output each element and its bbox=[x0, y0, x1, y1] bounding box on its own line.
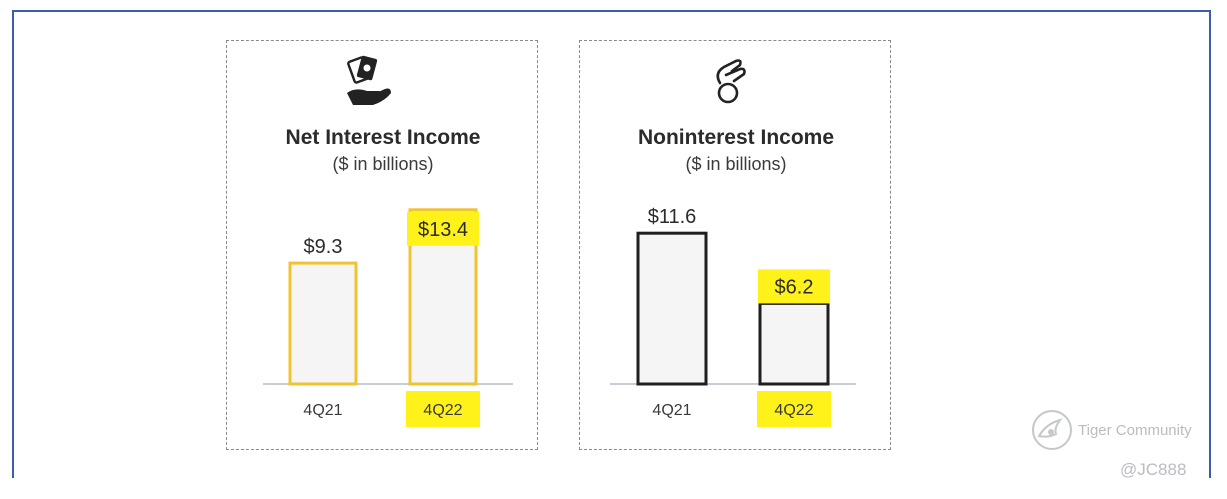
bar-4q21 bbox=[636, 231, 708, 386]
x-tick-label: 4Q21 bbox=[652, 402, 691, 419]
bar-4q21 bbox=[288, 261, 358, 386]
watermark-handle: @JC888 bbox=[1120, 460, 1187, 479]
chart-panel-noninterest-income: Noninterest Income ($ in billions) $11.6… bbox=[579, 40, 891, 450]
chart-subtitle: ($ in billions) bbox=[332, 154, 433, 174]
bars-group: $9.3 4Q21 $13.4 4Q22 bbox=[288, 208, 480, 427]
watermark-brand: Tiger Community bbox=[1078, 422, 1192, 439]
x-tick-label: 4Q22 bbox=[423, 402, 462, 419]
value-highlight bbox=[758, 269, 830, 304]
noninterest-income-chart: Noninterest Income ($ in billions) $11.6… bbox=[610, 59, 856, 427]
bar-4q22 bbox=[758, 301, 830, 386]
chart-title: Noninterest Income bbox=[638, 126, 834, 149]
value-label: $6.2 bbox=[775, 276, 814, 298]
chart-subtitle: ($ in billions) bbox=[685, 154, 786, 174]
net-interest-income-chart: Net Interest Income ($ in billions) $9.3… bbox=[263, 55, 513, 427]
x-tick-label: 4Q22 bbox=[774, 402, 813, 419]
hand-holding-coin-icon bbox=[716, 59, 746, 104]
tick-highlight bbox=[757, 391, 831, 427]
tiger-community-logo-icon bbox=[1032, 410, 1072, 450]
value-highlight bbox=[407, 211, 479, 246]
tick-highlight bbox=[406, 391, 480, 427]
x-tick-label: 4Q21 bbox=[303, 402, 342, 419]
value-label: $11.6 bbox=[648, 206, 697, 228]
chart-title: Net Interest Income bbox=[286, 126, 481, 149]
chart-panel-net-interest-income: Net Interest Income ($ in billions) $9.3… bbox=[226, 40, 538, 450]
bottom-strip bbox=[0, 478, 1227, 499]
value-label: $9.3 bbox=[304, 236, 343, 258]
value-label: $13.4 bbox=[418, 219, 468, 241]
bars-group: $11.6 4Q21 $6.2 4Q22 bbox=[636, 206, 831, 427]
watermark: Tiger Community bbox=[1030, 408, 1220, 452]
hand-holding-money-icon bbox=[347, 55, 391, 105]
